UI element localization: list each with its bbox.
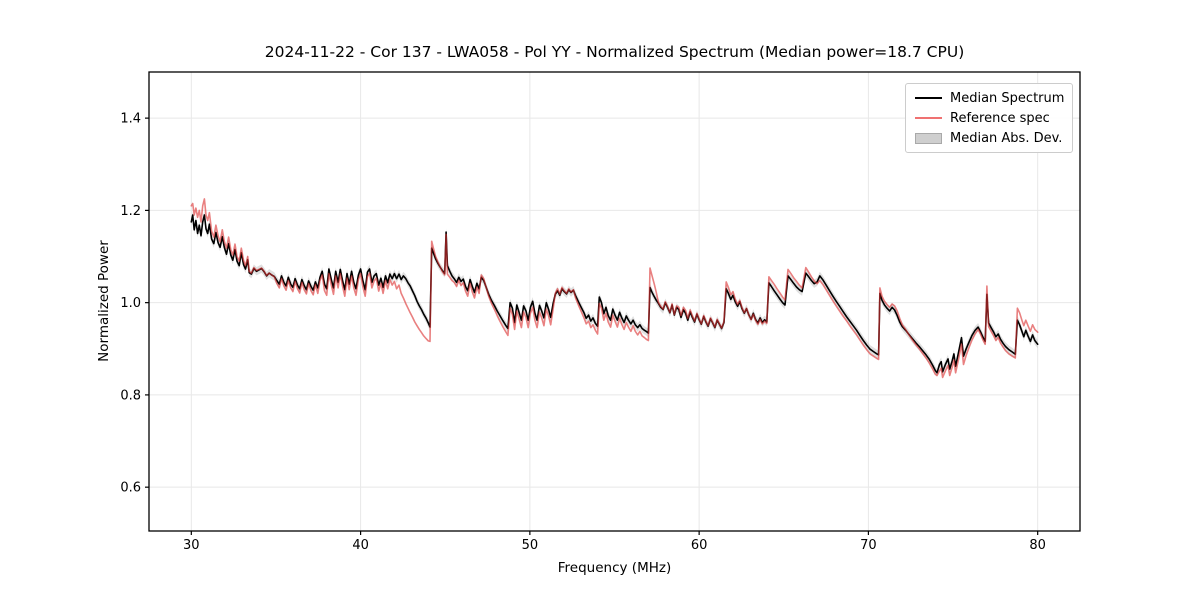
reference-spec-line [190,198,1039,379]
legend-item-reference-spec: Reference spec [915,109,1063,127]
median-abs-dev-patch-swatch [915,132,942,144]
x-axis-label: Frequency (MHz) [557,560,672,576]
legend: Median Spectrum Reference spec Median Ab… [905,83,1073,153]
y-tick-label: 0.8 [120,388,141,403]
legend-label: Median Abs. Dev. [950,130,1063,146]
reference-spec-line-swatch [915,117,942,119]
x-tick-label: 40 [352,538,369,553]
legend-item-median-spectrum: Median Spectrum [915,89,1065,107]
plot-frame [148,71,1081,532]
x-tick-label: 70 [860,538,877,553]
y-tick-label: 0.6 [120,481,141,496]
x-tick-label: 60 [691,538,708,553]
y-tick-label: 1.4 [120,112,141,127]
y-axis-label: Normalized Power [96,240,112,362]
plot-title: 2024-11-22 - Cor 137 - LWA058 - Pol YY -… [264,43,965,61]
x-tick-label: 80 [1029,538,1046,553]
y-tick-label: 1.2 [120,204,141,219]
x-tick-label: 30 [183,538,200,553]
legend-label: Median Spectrum [950,90,1065,106]
x-tick-label: 50 [522,538,539,553]
y-tick-label: 1.0 [120,296,141,311]
legend-item-median-abs-dev: Median Abs. Dev. [915,129,1063,147]
median-spectrum-line-swatch [915,97,942,99]
legend-label: Reference spec [950,110,1050,126]
